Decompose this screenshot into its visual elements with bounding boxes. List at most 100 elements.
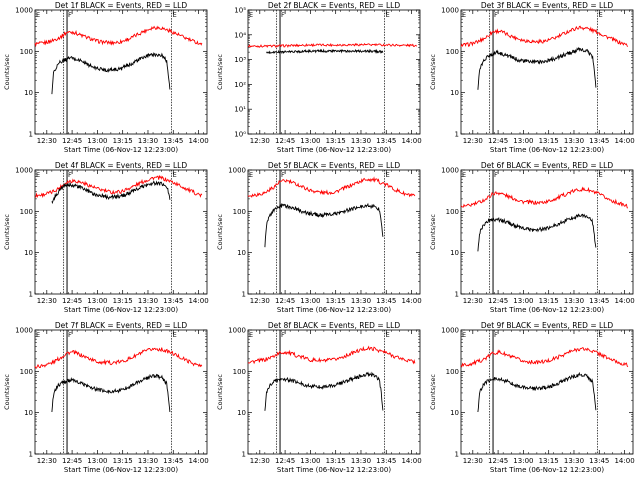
event-marker-label: E xyxy=(386,11,390,19)
x-tick-label: 14:00 xyxy=(401,297,421,305)
x-tick-label: 12:45 xyxy=(62,137,82,145)
x-tick-label: 12:30 xyxy=(250,137,270,145)
event-marker-label: E xyxy=(386,171,390,179)
x-tick-label: 14:00 xyxy=(401,457,421,465)
events-series-line xyxy=(264,371,384,411)
y-axis-label: Counts/sec xyxy=(216,54,224,90)
x-tick-label: 13:45 xyxy=(376,297,396,305)
y-tick-label: 1000 xyxy=(441,167,459,175)
event-marker-label: E xyxy=(249,331,253,339)
chart-title: Det 1f BLACK = Events, RED = LLD xyxy=(55,1,188,10)
event-marker-label: E xyxy=(462,11,466,19)
chart-title: Det 3f BLACK = Events, RED = LLD xyxy=(481,1,614,10)
x-tick-label: 13:30 xyxy=(564,457,584,465)
y-tick-label: 100 xyxy=(446,48,459,56)
y-tick-label: 10¹ xyxy=(234,106,246,114)
x-axis-label: Start Time (06-Nov-12 12:23:00) xyxy=(490,306,604,314)
x-tick-label: 13:00 xyxy=(87,297,107,305)
x-tick-label: 12:45 xyxy=(275,297,295,305)
event-marker-label: F xyxy=(281,331,285,339)
chart-panel-8: Det 8f BLACK = Events, RED = LLD 1 10 100 10… xyxy=(216,321,422,474)
x-tick-label: 13:15 xyxy=(113,137,133,145)
chart-title: Det 6f BLACK = Events, RED = LLD xyxy=(481,161,614,170)
y-tick-label: 100 xyxy=(20,208,33,216)
lld-series-line xyxy=(247,345,416,365)
y-tick-label: 10 xyxy=(450,409,459,417)
x-axis-label: Start Time (06-Nov-12 12:23:00) xyxy=(64,146,178,154)
events-series-line xyxy=(51,180,171,205)
y-tick-label: 100 xyxy=(233,208,246,216)
y-tick-label: 1000 xyxy=(228,167,246,175)
event-marker-label: E xyxy=(249,171,253,179)
x-tick-label: 13:45 xyxy=(163,137,183,145)
y-axis-label: Counts/sec xyxy=(3,54,11,90)
plot-frame xyxy=(247,9,421,135)
y-tick-label: 1000 xyxy=(441,7,459,15)
event-marker-label: F xyxy=(494,171,498,179)
y-tick-label: 10 xyxy=(450,249,459,257)
y-tick-label: 10 xyxy=(24,249,33,257)
y-axis-label: Counts/sec xyxy=(216,214,224,250)
y-tick-label: 10 xyxy=(24,89,33,97)
plot-frame xyxy=(460,9,634,135)
x-tick-label: 12:45 xyxy=(488,137,508,145)
x-tick-label: 12:30 xyxy=(250,297,270,305)
x-tick-label: 12:45 xyxy=(62,457,82,465)
y-tick-label: 10 xyxy=(24,409,33,417)
y-tick-label: 1 xyxy=(455,451,459,459)
y-tick-label: 10⁰ xyxy=(234,131,246,139)
x-tick-label: 13:30 xyxy=(564,137,584,145)
x-tick-label: 12:45 xyxy=(488,297,508,305)
x-tick-label: 12:45 xyxy=(488,457,508,465)
x-tick-label: 12:30 xyxy=(463,457,483,465)
plot-frame xyxy=(34,9,208,135)
lld-series-line xyxy=(34,174,203,199)
x-tick-label: 14:00 xyxy=(614,297,634,305)
event-marker-label: E xyxy=(462,171,466,179)
chart-panel-9: Det 9f BLACK = Events, RED = LLD 1 10 100 10… xyxy=(429,321,635,474)
y-tick-label: 100 xyxy=(20,368,33,376)
y-tick-label: 1000 xyxy=(15,7,33,15)
x-tick-label: 13:00 xyxy=(513,457,533,465)
event-marker-label: E xyxy=(599,11,603,19)
plot-frame xyxy=(34,329,208,455)
chart-panel-7: Det 7f BLACK = Events, RED = LLD 1 10 100 10… xyxy=(3,321,209,474)
y-tick-label: 10 xyxy=(450,89,459,97)
y-tick-label: 10⁵ xyxy=(234,7,246,15)
x-tick-label: 14:00 xyxy=(188,297,208,305)
y-tick-label: 1 xyxy=(29,291,33,299)
x-tick-label: 13:15 xyxy=(539,297,559,305)
y-tick-label: 10 xyxy=(237,249,246,257)
x-tick-label: 12:45 xyxy=(275,457,295,465)
x-tick-label: 14:00 xyxy=(188,457,208,465)
x-tick-label: 13:00 xyxy=(300,137,320,145)
y-tick-label: 1000 xyxy=(15,167,33,175)
x-tick-label: 13:45 xyxy=(163,457,183,465)
x-tick-label: 13:15 xyxy=(326,137,346,145)
chart-panel-2: Det 2f BLACK = Events, RED = LLD 10⁰ 10¹ 10… xyxy=(216,1,422,154)
y-tick-label: 1 xyxy=(455,131,459,139)
y-tick-label: 10² xyxy=(234,81,246,89)
event-marker-label: F xyxy=(281,11,285,19)
y-tick-label: 10⁴ xyxy=(234,31,246,39)
y-tick-label: 10 xyxy=(237,409,246,417)
x-axis-label: Start Time (06-Nov-12 12:23:00) xyxy=(64,306,178,314)
x-tick-label: 13:00 xyxy=(300,457,320,465)
chart-title: Det 8f BLACK = Events, RED = LLD xyxy=(268,321,401,330)
y-tick-label: 100 xyxy=(233,368,246,376)
x-tick-label: 13:00 xyxy=(87,457,107,465)
y-tick-label: 100 xyxy=(446,208,459,216)
x-tick-label: 13:00 xyxy=(87,137,107,145)
y-tick-label: 10³ xyxy=(234,56,246,64)
x-tick-label: 13:45 xyxy=(163,297,183,305)
x-axis-label: Start Time (06-Nov-12 12:23:00) xyxy=(64,466,178,474)
event-marker-label: F xyxy=(281,171,285,179)
x-tick-label: 13:30 xyxy=(138,297,158,305)
event-marker-label: F xyxy=(494,11,498,19)
x-tick-label: 13:45 xyxy=(589,457,609,465)
x-tick-label: 14:00 xyxy=(401,137,421,145)
x-tick-label: 13:15 xyxy=(539,457,559,465)
events-series-line xyxy=(477,46,597,90)
events-series-line xyxy=(264,202,384,248)
x-tick-label: 12:45 xyxy=(275,137,295,145)
